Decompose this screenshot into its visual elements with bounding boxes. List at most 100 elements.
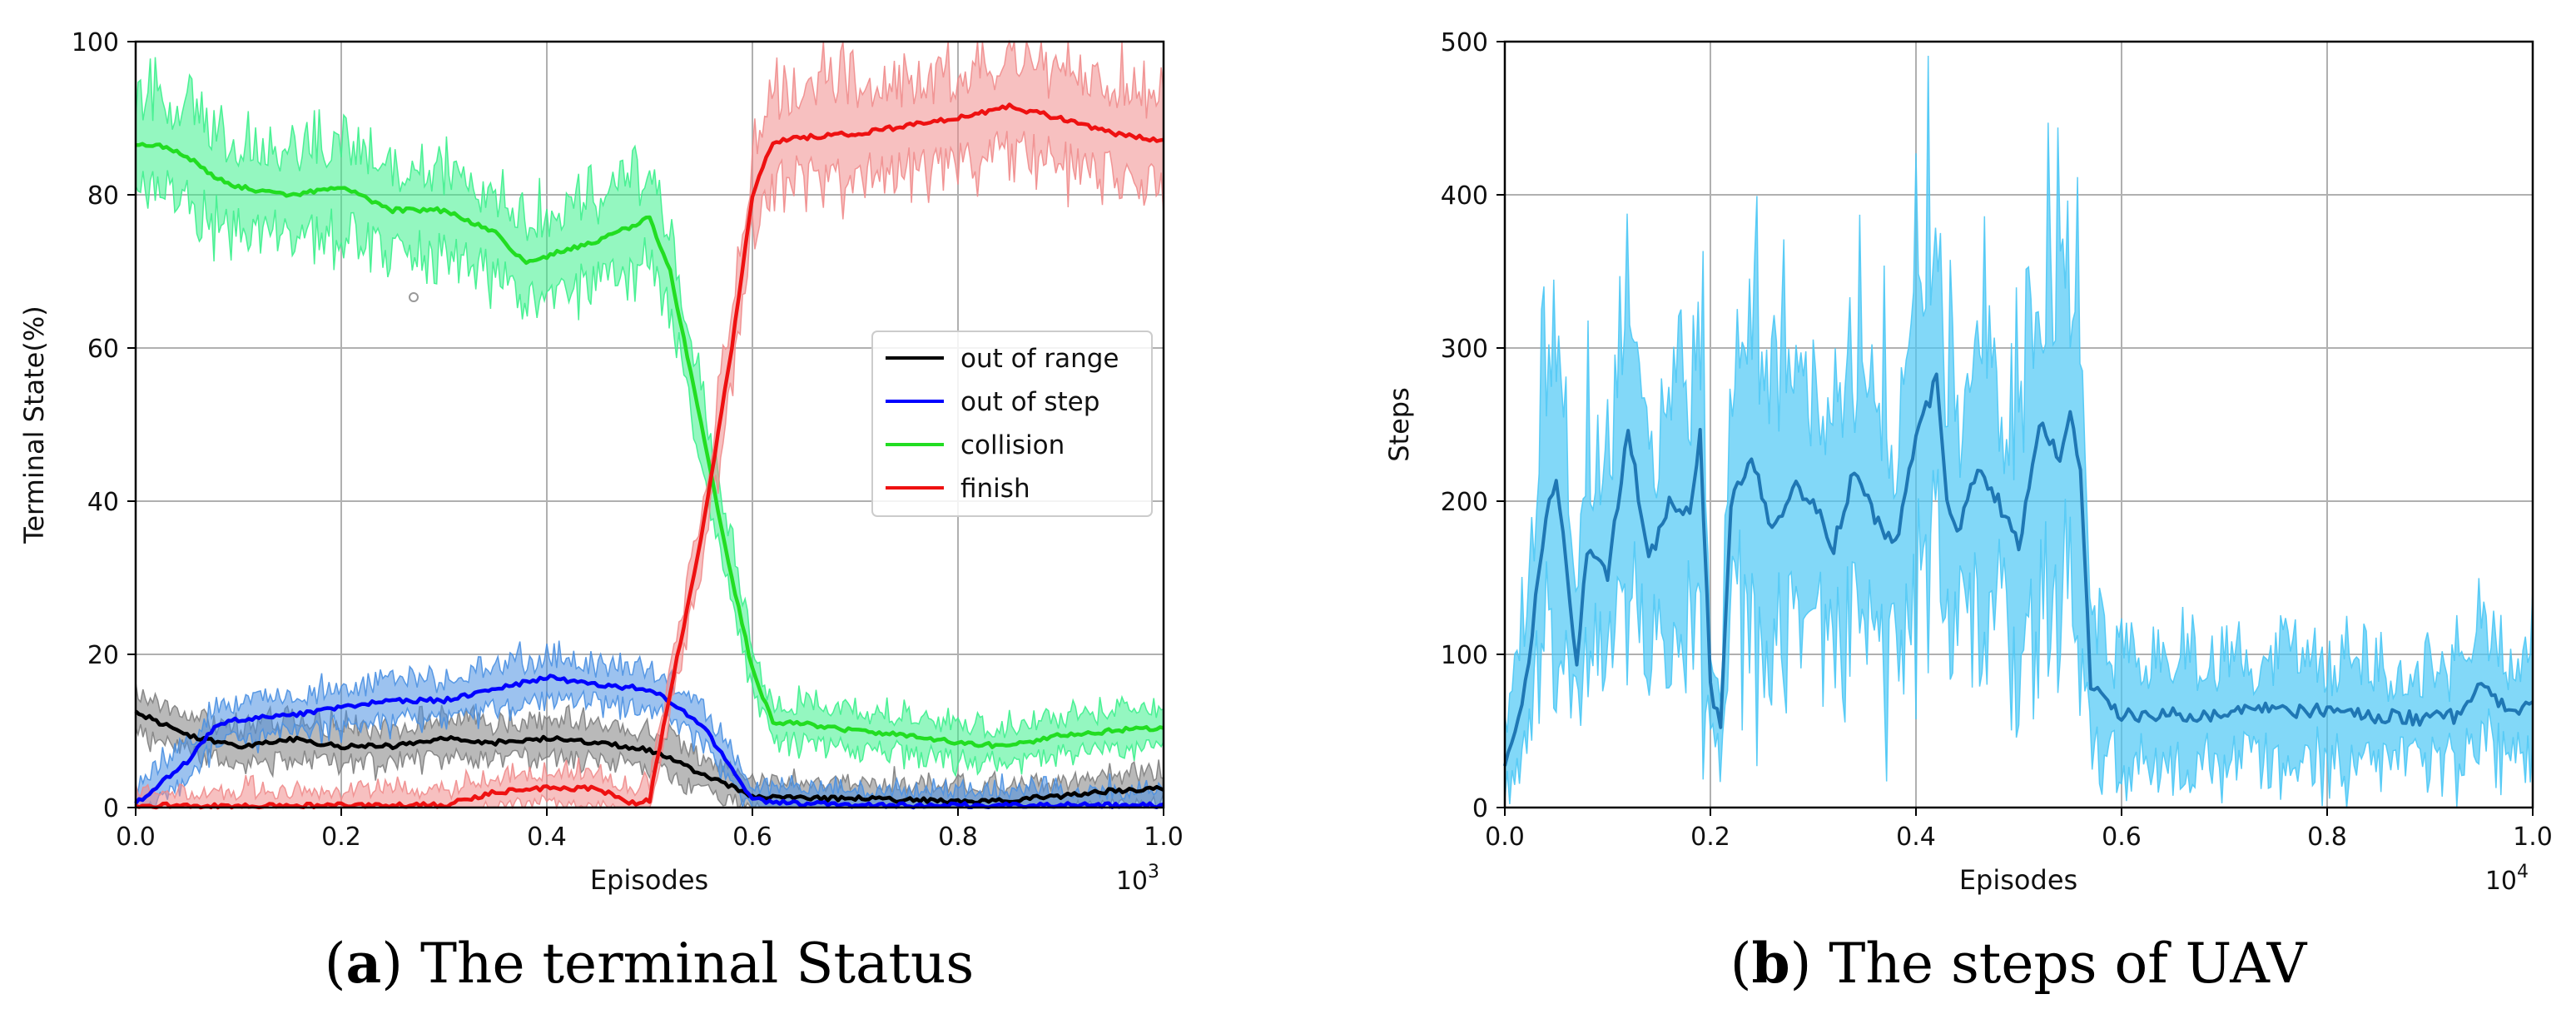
data-point-steps: [1626, 423, 1630, 426]
data-point-finish: [668, 691, 672, 694]
chart-b-frame: [1503, 40, 2534, 809]
series-line-collision: [136, 142, 1164, 749]
data-point-out-of-step: [186, 760, 189, 763]
data-point-finish: [802, 136, 806, 139]
data-point-collision: [524, 262, 528, 266]
data-point-finish: [494, 791, 497, 794]
legend-label: collision: [960, 430, 1065, 460]
data-point-collision: [1110, 729, 1114, 733]
chart-a-frame: [134, 40, 1165, 809]
data-point-collision: [854, 729, 857, 733]
series-line-steps: [1503, 372, 2534, 767]
chart-a-x-multiplier: 103: [1116, 862, 1159, 896]
chart-a-ytick-label: 20: [87, 641, 119, 670]
data-point-out-of-range: [494, 741, 497, 744]
data-point-steps: [2377, 714, 2380, 718]
chart-a-ytick-label: 60: [87, 335, 119, 364]
data-point-finish: [340, 803, 343, 807]
data-point-finish: [1008, 105, 1011, 108]
data-point-out-of-range: [340, 744, 343, 748]
data-point-collision: [1008, 744, 1011, 748]
data-point-collision: [597, 239, 600, 242]
data-point-collision: [237, 186, 241, 189]
data-point-finish: [772, 140, 775, 143]
data-point-out-of-range: [1008, 798, 1011, 802]
data-point-out-of-range: [699, 772, 702, 775]
data-point-out-of-step: [545, 676, 548, 679]
chart-a-ytick-label: 0: [103, 794, 119, 823]
chart-a-xtick-label: 0.8: [938, 823, 978, 852]
data-point-steps: [1894, 545, 1897, 549]
data-point-steps: [1812, 500, 1815, 503]
series-line-out-of-step: [134, 674, 1164, 810]
chart-a-xtick-label: 0.0: [116, 823, 156, 852]
legend-label: finish: [960, 474, 1030, 504]
chart-b-ytick-label: 100: [1441, 641, 1488, 670]
data-point-steps: [1976, 469, 1979, 472]
chart-b-caption: (b) The steps of UAV: [1730, 931, 2308, 996]
data-point-steps: [1555, 476, 1558, 480]
data-point-steps: [1955, 530, 1958, 534]
chart-a-xtick-label: 0.2: [321, 823, 361, 852]
chart-b-xtick-label: 0.4: [1896, 823, 1936, 852]
legend-item-collision: collision: [886, 430, 1065, 460]
chart-a-xtick-label: 1.0: [1144, 823, 1184, 852]
data-point-out-of-step: [237, 718, 241, 721]
data-point-steps: [1668, 500, 1671, 503]
series-line-out-of-range: [134, 709, 1164, 805]
data-point-out-of-step: [730, 768, 733, 771]
chart-a-y-axis-label: Terminal State(%): [18, 306, 50, 544]
legend-item-out-of-step: out of step: [886, 387, 1099, 417]
data-point-steps: [1945, 500, 1948, 503]
data-point-collision: [545, 255, 548, 258]
data-point-out-of-step: [699, 722, 702, 725]
chart-b-ytick-label: 400: [1441, 181, 1488, 211]
data-point-steps: [2459, 714, 2463, 718]
data-point-collision: [956, 741, 960, 744]
data-point-finish: [956, 117, 960, 120]
data-point-steps: [2510, 714, 2514, 718]
band-steps: [1504, 55, 2534, 808]
chart-a-ytick-label: 40: [87, 488, 119, 517]
chart-b-x-axis-label: Episodes: [1959, 864, 2077, 896]
data-point-collision: [288, 193, 291, 196]
data-point-collision: [155, 143, 158, 147]
chart-b-ytick-label: 500: [1441, 28, 1488, 57]
data-point-steps: [1997, 500, 2000, 503]
chart-a-x-axis-label: Episodes: [590, 864, 708, 896]
data-point-collision: [905, 733, 908, 737]
data-point-steps: [1730, 500, 1733, 503]
chart-b-ytick-label: 300: [1441, 335, 1488, 364]
data-point-steps: [1709, 683, 1712, 687]
data-point-steps: [1874, 514, 1877, 518]
data-point-finish: [648, 798, 652, 802]
data-point-steps: [1699, 430, 1702, 434]
legend-label: out of step: [960, 387, 1099, 417]
chart-a-legend: out of range out of step collision finis…: [871, 331, 1153, 517]
data-point-steps: [2089, 683, 2092, 687]
data-point-finish: [443, 803, 446, 807]
data-point-collision: [186, 155, 189, 158]
data-point-steps: [2274, 706, 2277, 709]
data-point-collision: [443, 208, 446, 211]
data-point-finish: [699, 538, 702, 541]
data-point-out-of-range: [391, 744, 395, 748]
data-point-steps: [1935, 377, 1938, 380]
chart-b-y-axis-label: Steps: [1383, 387, 1415, 462]
data-point-steps: [2479, 683, 2483, 687]
data-point-collision: [391, 208, 395, 211]
data-point-collision: [802, 722, 806, 725]
data-point-collision: [1060, 733, 1063, 737]
data-point-steps: [1853, 469, 1856, 472]
data-point-steps: [2068, 408, 2072, 411]
data-point-out-of-step: [340, 706, 343, 709]
chart-b-xtick-label: 0.2: [1690, 823, 1730, 852]
data-point-steps: [1524, 683, 1527, 687]
data-point-finish: [730, 346, 733, 350]
data-point-steps: [1647, 561, 1650, 564]
data-point-finish: [1060, 117, 1063, 120]
chart-b-xtick-label: 1.0: [2513, 823, 2553, 852]
data-point-finish: [545, 787, 548, 790]
data-point-steps: [1791, 485, 1794, 488]
data-point-collision: [648, 216, 652, 220]
